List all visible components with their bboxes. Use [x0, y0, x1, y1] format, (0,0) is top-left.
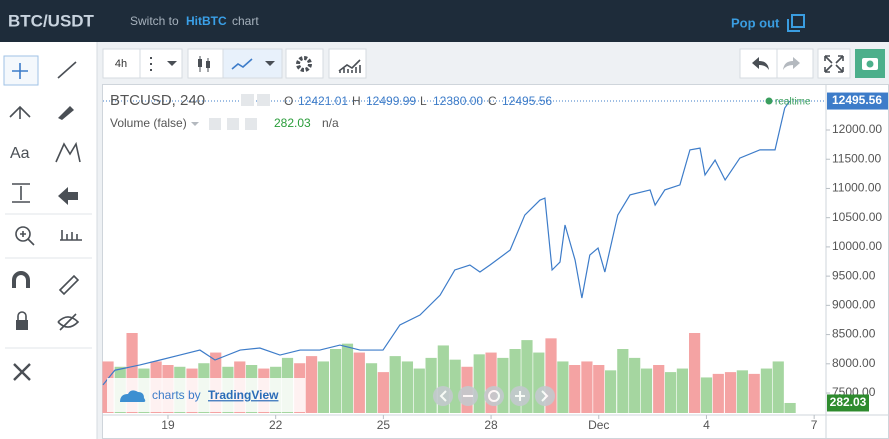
legend-key: H [352, 94, 361, 108]
volume-bar [341, 343, 354, 413]
volume-legend: Volume (false) [110, 116, 187, 130]
volume-bar [760, 368, 773, 413]
volume-bar [497, 357, 509, 413]
watermark-link[interactable]: TradingView [208, 388, 279, 402]
price-line [102, 100, 791, 386]
volume-bar [605, 370, 617, 413]
volume-bar [593, 365, 605, 413]
header-title: BTC/USDT [8, 11, 95, 30]
y-tick-label: 9500.00 [832, 268, 876, 282]
volume-bar [772, 361, 784, 413]
x-tick-label: 28 [484, 418, 498, 432]
interval-button[interactable]: 4h [115, 58, 127, 70]
y-tick-label: 10000.00 [832, 239, 882, 253]
y-tick-label: 9000.00 [832, 298, 876, 312]
x-tick-label: 25 [377, 418, 391, 432]
volume-bar [509, 349, 521, 413]
y-tick-label: 11000.00 [832, 181, 881, 195]
volume-bar [748, 373, 760, 413]
volume-bar [401, 361, 414, 413]
popout-icon[interactable] [787, 14, 805, 32]
volume-bar [581, 361, 593, 413]
volume-bar [689, 333, 701, 413]
volume-bar [712, 373, 724, 413]
volume-bar [557, 361, 569, 413]
watermark-logo [120, 390, 146, 402]
watermark-text: charts by [152, 388, 201, 402]
x-tick-label: 4 [703, 418, 710, 432]
volume-bar [353, 352, 365, 413]
volume-bar [389, 356, 401, 413]
y-tick-label: 8000.00 [832, 356, 876, 370]
realtime-label: realtime [775, 97, 811, 108]
volume-bar [377, 372, 389, 413]
switch-text: chart [232, 14, 259, 28]
volume-bar [653, 365, 665, 413]
sidebar-tools[interactable]: Aa [3, 55, 92, 381]
volume-bar [425, 357, 437, 413]
y-tick-label: 11500.00 [832, 151, 881, 165]
volume-tag [827, 394, 869, 412]
volume-bar [533, 352, 545, 413]
x-tick-label: 22 [269, 418, 283, 432]
volume-bar [724, 372, 737, 413]
nav-buttons[interactable] [433, 386, 555, 406]
x-tick-label: Dec [588, 418, 609, 432]
volume-bar [473, 354, 485, 413]
volume-bar [437, 345, 449, 413]
volume-bar [700, 377, 713, 413]
legend-key: L [420, 94, 427, 108]
legend-symbol: BTCUSD, 240 [110, 92, 205, 109]
y-tick-label: 12000.00 [832, 122, 882, 136]
volume-bar [330, 349, 342, 413]
x-tick-label: 7 [811, 418, 818, 432]
switch-link[interactable]: HitBTC [186, 14, 227, 28]
volume-bar [305, 356, 318, 413]
volume-bar [449, 359, 461, 413]
svg-text:Aa: Aa [10, 145, 30, 162]
volume-bar [664, 372, 677, 413]
volume-bar [617, 349, 629, 413]
volume-legend-value: 282.03 [274, 116, 311, 130]
volume-legend-ma: n/a [322, 116, 339, 130]
legend-value: 12421.01 [298, 94, 348, 108]
legend-key: C [488, 94, 497, 108]
y-tick-label: 8500.00 [832, 327, 876, 341]
price-tag-label: 12495.56 [832, 93, 882, 107]
volume-bar [126, 333, 138, 413]
volume-bar [784, 402, 796, 413]
legend-value: 12380.00 [433, 94, 483, 108]
realtime-dot [765, 97, 773, 105]
volume-bar [485, 352, 497, 413]
volume-bar [413, 368, 425, 413]
volume-bar [569, 365, 581, 413]
legend-value: 12495.56 [502, 94, 552, 108]
popout-link[interactable]: Pop out [731, 15, 780, 30]
toolbar[interactable]: 4h [102, 48, 885, 79]
legend-buttons[interactable] [241, 94, 270, 106]
volume-bar [676, 368, 689, 413]
volume-bar [736, 370, 748, 413]
volume-bar [521, 340, 533, 413]
legend-key: O [284, 94, 293, 108]
volume-bar [640, 368, 653, 413]
header-bar [0, 0, 889, 42]
y-tick-label: 10500.00 [832, 210, 882, 224]
legend-value: 12499.99 [366, 94, 416, 108]
volume-bar [365, 363, 378, 413]
price-tag [827, 92, 888, 110]
volume-tag-label: 282.03 [830, 395, 867, 409]
volume-bar [545, 338, 557, 413]
volume-bar [629, 357, 641, 413]
volume-bar [317, 361, 330, 413]
volume-legend-buttons[interactable] [191, 118, 257, 130]
x-tick-label: 19 [161, 418, 175, 432]
switch-text: Switch to [130, 14, 179, 28]
